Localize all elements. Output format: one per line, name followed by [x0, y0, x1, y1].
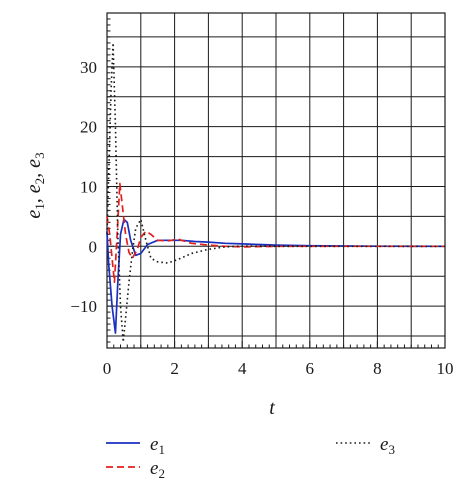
y-tick-label: 0: [89, 237, 98, 256]
legend-label-e1: e1: [150, 434, 165, 457]
grid: [107, 13, 445, 348]
x-tick-label: 2: [170, 359, 179, 378]
axis-ticks: 0 2 4 6 8 10 −10 0 10 20 30: [70, 18, 454, 378]
series-lines: [106, 42, 446, 343]
y-axis-label: e1, e2, e3: [23, 152, 47, 218]
x-tick-label: 4: [238, 359, 247, 378]
y-tick-label: 20: [80, 118, 97, 137]
x-tick-label: 10: [437, 359, 454, 378]
series-e3-line: [106, 42, 445, 343]
x-tick-label: 8: [373, 359, 382, 378]
y-tick-label: −10: [70, 297, 97, 316]
x-tick-label: 6: [306, 359, 315, 378]
y-tick-label: 10: [80, 177, 97, 196]
legend-label-e3: e3: [380, 434, 395, 457]
x-tick-label: 0: [103, 359, 112, 378]
x-axis-label: t: [269, 397, 275, 419]
y-tick-label: 30: [80, 58, 97, 77]
legend-label-e2: e2: [150, 458, 165, 481]
